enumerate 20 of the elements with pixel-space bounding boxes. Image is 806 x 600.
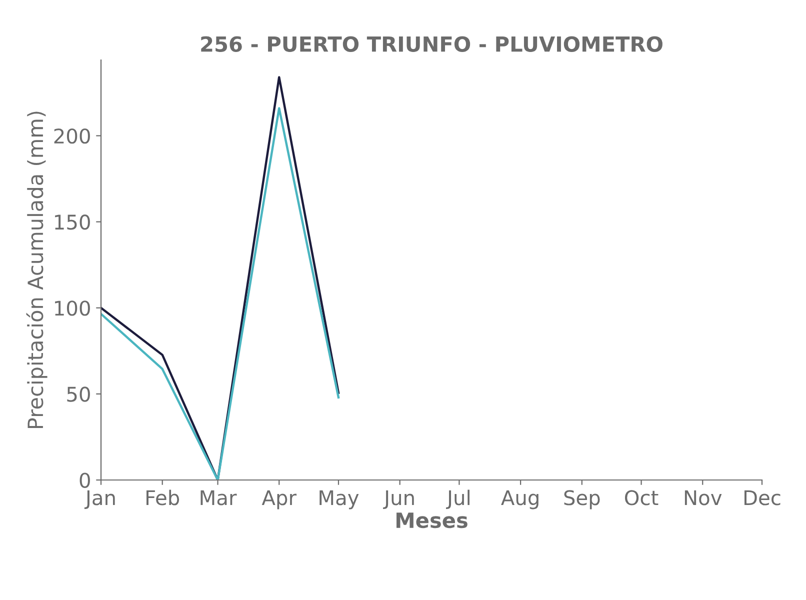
- x-tick-label: Sep: [564, 490, 600, 510]
- y-tick-label: 150: [55, 214, 90, 230]
- y-axis-title: Precipitación Acumulada (mm): [26, 112, 48, 428]
- x-tick-label: Feb: [146, 490, 180, 506]
- x-tick-label: Oct: [624, 490, 658, 506]
- x-tick-label: Jul: [446, 490, 470, 510]
- x-tick-label: Aug: [501, 490, 538, 510]
- y-tick-label: 100: [55, 300, 90, 316]
- x-tick-label: May: [320, 490, 359, 510]
- x-tick-label: Jun: [383, 490, 414, 510]
- x-tick-label: Jan: [84, 490, 115, 510]
- chart-title: 256 - PUERTO TRIUNFO - PLUVIOMETRO: [201, 36, 662, 52]
- y-tick-label: 50: [67, 386, 90, 402]
- x-tick-label: Apr: [262, 490, 297, 510]
- x-tick-label: Dec: [744, 490, 780, 506]
- y-tick-label: 200: [54, 128, 90, 144]
- x-axis-title: Meses: [396, 512, 468, 528]
- x-tick-label: Nov: [684, 490, 722, 506]
- y-tick-label: 0: [80, 472, 90, 488]
- x-tick-label: Mar: [200, 490, 237, 506]
